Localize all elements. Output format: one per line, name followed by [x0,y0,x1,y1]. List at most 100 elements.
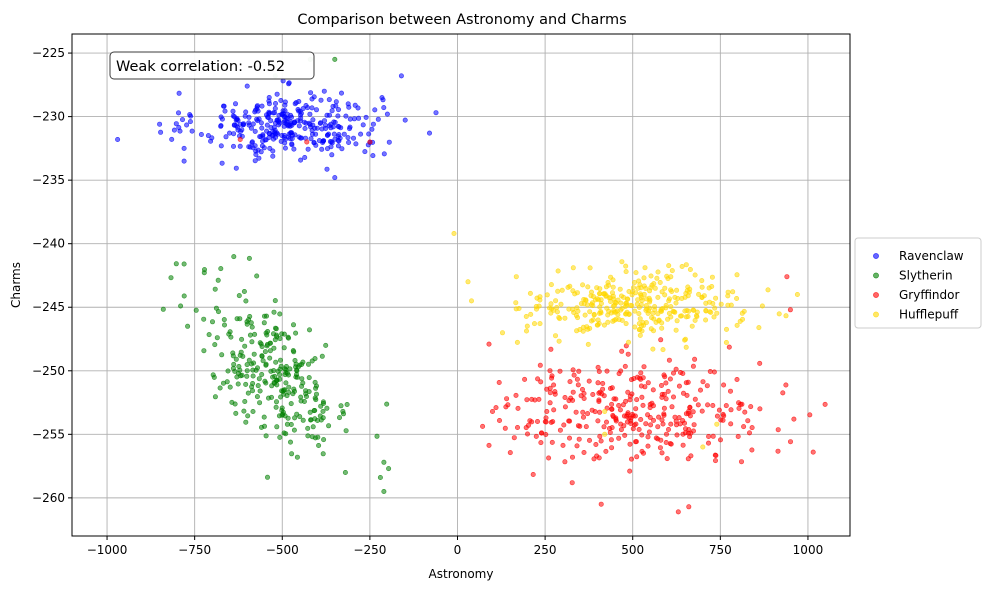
data-point [681,420,687,426]
data-point [585,284,591,290]
data-point [597,433,603,439]
x-tick-label: −1000 [87,543,128,557]
data-point [530,471,536,477]
data-point [279,388,285,394]
data-point [575,308,581,314]
data-point [257,400,263,406]
data-point [351,116,357,122]
data-point [666,298,672,304]
data-point [576,436,582,442]
data-point [252,331,258,337]
data-point [366,131,372,137]
data-point [703,300,709,306]
data-point [576,368,582,374]
data-point [676,383,682,389]
data-point [291,146,297,152]
data-point [243,109,249,115]
data-point [566,306,572,312]
data-point [381,105,387,111]
data-point [262,349,268,355]
legend-label: Ravenclaw [899,249,964,263]
data-point [291,386,297,392]
data-point [618,368,624,374]
data-point [660,421,666,427]
data-point [632,324,638,330]
data-point [176,110,182,116]
data-point [313,397,319,403]
y-tick-label: −260 [32,491,65,505]
data-point [595,418,601,424]
data-point [617,407,623,413]
data-point [639,432,645,438]
data-point [561,422,567,428]
data-point [544,386,550,392]
data-point [595,317,601,323]
data-point [313,131,319,137]
data-point [658,382,664,388]
data-point [340,411,346,417]
data-point [507,450,513,456]
data-point [307,111,313,117]
data-point [637,316,643,322]
data-point [296,123,302,129]
data-point [297,414,303,420]
data-point [227,384,233,390]
data-point [807,412,813,418]
data-point [630,426,636,432]
data-point [627,468,633,474]
data-point [350,135,356,141]
data-point [711,314,717,320]
data-point [347,116,353,122]
data-point [580,409,586,415]
data-point [338,125,344,131]
data-point [666,357,672,363]
data-point [647,414,653,420]
data-point [668,287,674,293]
data-point [265,395,271,401]
data-point [650,417,656,423]
data-point [222,322,228,328]
data-point [224,379,230,385]
data-point [486,442,492,448]
data-point [237,143,243,149]
data-point [663,431,669,437]
data-point [661,391,667,397]
data-point [285,335,291,341]
data-point [513,392,519,398]
data-point [535,376,541,382]
data-point [618,427,624,433]
data-point [684,392,690,398]
data-point [580,282,586,288]
data-point [657,279,663,285]
data-point [625,389,631,395]
data-point [626,311,632,317]
data-point [257,388,263,394]
legend-marker [873,311,879,318]
data-point [550,307,556,313]
data-point [605,319,611,325]
data-point [597,409,603,415]
data-point [201,270,207,276]
data-point [272,337,278,343]
data-point [374,433,380,439]
data-point [352,102,358,108]
data-point [308,417,314,423]
data-point [575,382,581,388]
data-point [566,418,572,424]
data-point [278,98,284,104]
data-point [637,332,643,338]
data-point [658,307,664,313]
data-point [233,117,239,123]
data-point [602,431,608,437]
data-point [208,138,214,144]
data-point [783,313,789,319]
data-point [232,122,238,128]
data-point [228,334,234,340]
data-point [272,101,278,107]
data-point [168,275,174,281]
data-point [271,110,277,116]
data-point [636,304,642,310]
data-point [336,138,342,144]
data-point [739,310,745,316]
data-point [602,408,608,414]
